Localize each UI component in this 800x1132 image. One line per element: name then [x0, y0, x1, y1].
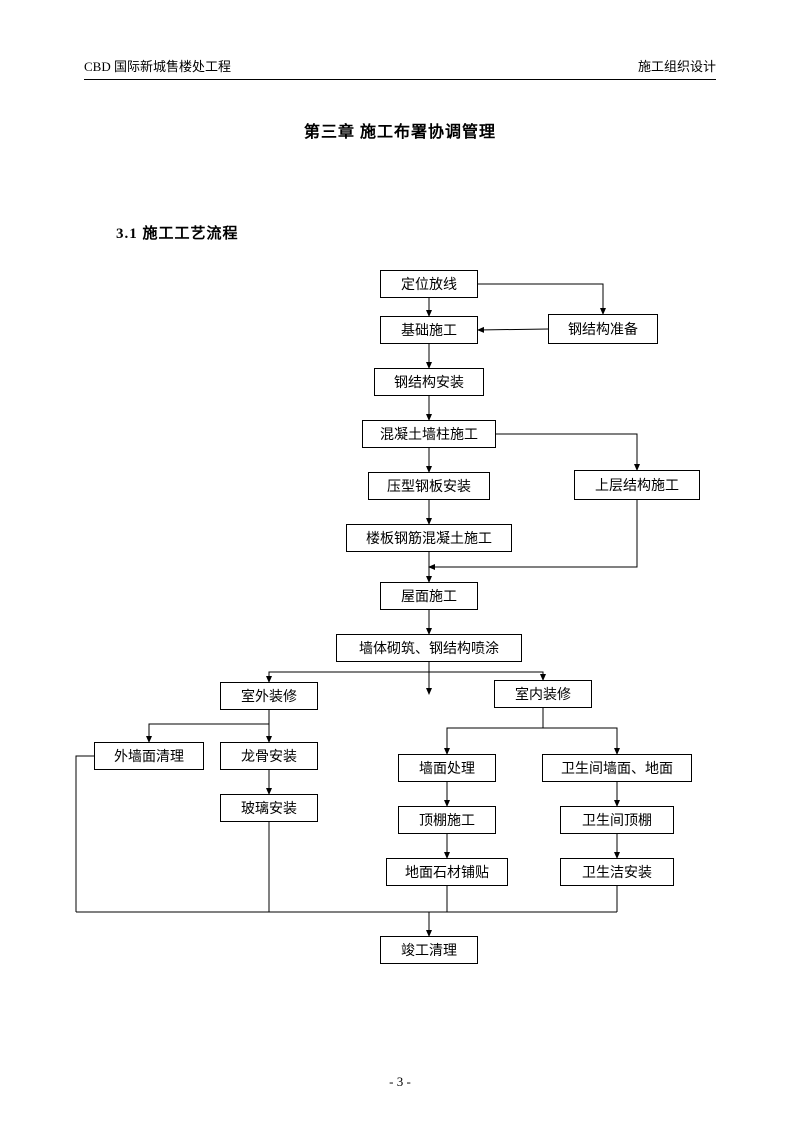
header-right: 施工组织设计 [638, 56, 716, 75]
flowchart-diagram: 定位放线基础施工 钢结构准备钢结构安装混凝土墙柱施工压型钢板安装 上层结构施工楼板钢… [0, 270, 800, 1030]
flowchart-node: 钢结构安装 [374, 368, 484, 396]
flowchart-node: 混凝土墙柱施工 [362, 420, 496, 448]
flowchart-node: 墙面处理 [398, 754, 496, 782]
flowchart-node: 楼板钢筋混凝土施工 [346, 524, 512, 552]
flowchart-node: 屋面施工 [380, 582, 478, 610]
flowchart-node: 卫生间墙面、地面 [542, 754, 692, 782]
flowchart-node: 顶棚施工 [398, 806, 496, 834]
flowchart-node: 龙骨安装 [220, 742, 318, 770]
flowchart-node: 墙体砌筑、钢结构喷涂 [336, 634, 522, 662]
flowchart-node: 地面石材铺贴 [386, 858, 508, 886]
flowchart-node: 基础施工 [380, 316, 478, 344]
page-number: - 3 - [0, 1074, 800, 1090]
header-left: CBD 国际新城售楼处工程 [84, 56, 231, 75]
flowchart-node: 压型钢板安装 [368, 472, 490, 500]
chapter-title: 第三章 施工布署协调管理 [0, 118, 800, 142]
flowchart-node: 外墙面清理 [94, 742, 204, 770]
flowchart-node: 卫生间顶棚 [560, 806, 674, 834]
section-title: 3.1 施工工艺流程 [116, 222, 239, 243]
flowchart-node: 竣工清理 [380, 936, 478, 964]
page-header: CBD 国际新城售楼处工程 施工组织设计 [0, 56, 800, 80]
flowchart-node: 室外装修 [220, 682, 318, 710]
flowchart-node: 玻璃安装 [220, 794, 318, 822]
flowchart-node: 钢结构准备 [548, 314, 658, 344]
flowchart-node: 上层结构施工 [574, 470, 700, 500]
flowchart-node: 卫生洁安装 [560, 858, 674, 886]
flowchart-node: 室内装修 [494, 680, 592, 708]
flowchart-node: 定位放线 [380, 270, 478, 298]
